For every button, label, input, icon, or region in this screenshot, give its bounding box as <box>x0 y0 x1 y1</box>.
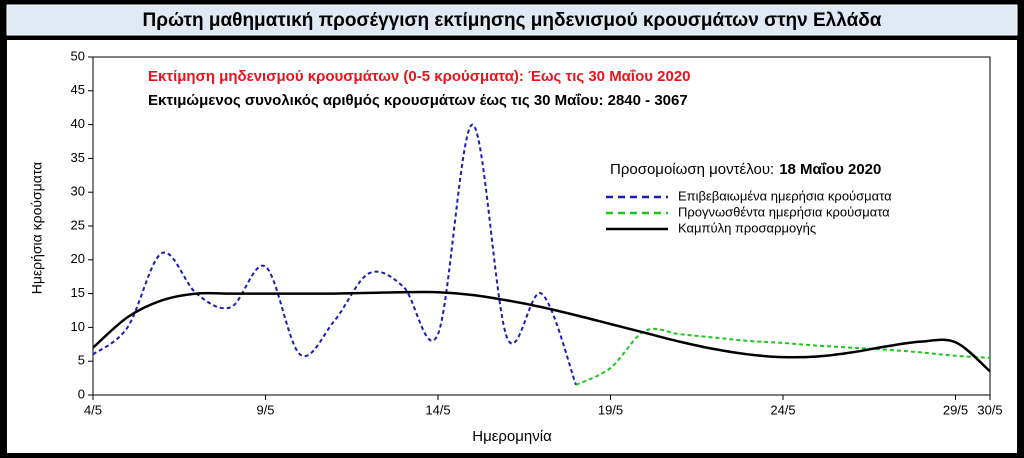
y-tick-label: 25 <box>71 217 85 232</box>
legend-date: 18 Μαΐου 2020 <box>779 161 881 178</box>
annotation: Εκτιμώμενος συνολικός αριθμός κρουσμάτων… <box>148 92 688 109</box>
chart-area <box>7 40 1017 453</box>
legend-label: Προγνωσθέντα ημερήσια κρούσματα <box>678 204 890 219</box>
legend-label: Επιβεβαιωμένα ημερήσια κρούσματα <box>678 188 892 203</box>
legend-title: Προσομοίωση μοντέλου: <box>610 161 774 178</box>
x-tick-label: 30/5 <box>977 402 1002 417</box>
y-tick-label: 45 <box>71 82 85 97</box>
y-tick-label: 20 <box>71 251 85 266</box>
x-tick-label: 9/5 <box>256 402 274 417</box>
series-line <box>92 290 991 373</box>
y-axis-label: Ημερήσια κρούσματα <box>29 162 45 295</box>
y-tick-label: 35 <box>71 150 85 165</box>
series-line <box>575 327 991 386</box>
y-tick-label: 30 <box>71 184 85 199</box>
x-tick-label: 19/5 <box>598 402 623 417</box>
x-tick-label: 14/5 <box>425 402 450 417</box>
series-line <box>92 123 577 386</box>
y-tick-label: 5 <box>78 353 85 368</box>
y-tick-label: 40 <box>71 116 85 131</box>
x-tick-label: 4/5 <box>84 402 102 417</box>
legend-label: Καμπύλη προσαρμογής <box>678 220 816 235</box>
x-tick-label: 24/5 <box>770 402 795 417</box>
x-tick-label: 29/5 <box>943 402 968 417</box>
y-tick-label: 10 <box>71 319 85 334</box>
x-axis-label: Ημερομηνία <box>472 428 552 445</box>
annotation: Εκτίμηση μηδενισμού κρουσμάτων (0-5 κρού… <box>148 68 691 85</box>
chart-title: Πρώτη μαθηματική προσέγγιση εκτίμησης μη… <box>143 10 882 31</box>
title-bar <box>6 4 1018 36</box>
y-tick-label: 50 <box>71 48 85 63</box>
y-tick-label: 15 <box>71 285 85 300</box>
y-tick-label: 0 <box>78 386 85 401</box>
